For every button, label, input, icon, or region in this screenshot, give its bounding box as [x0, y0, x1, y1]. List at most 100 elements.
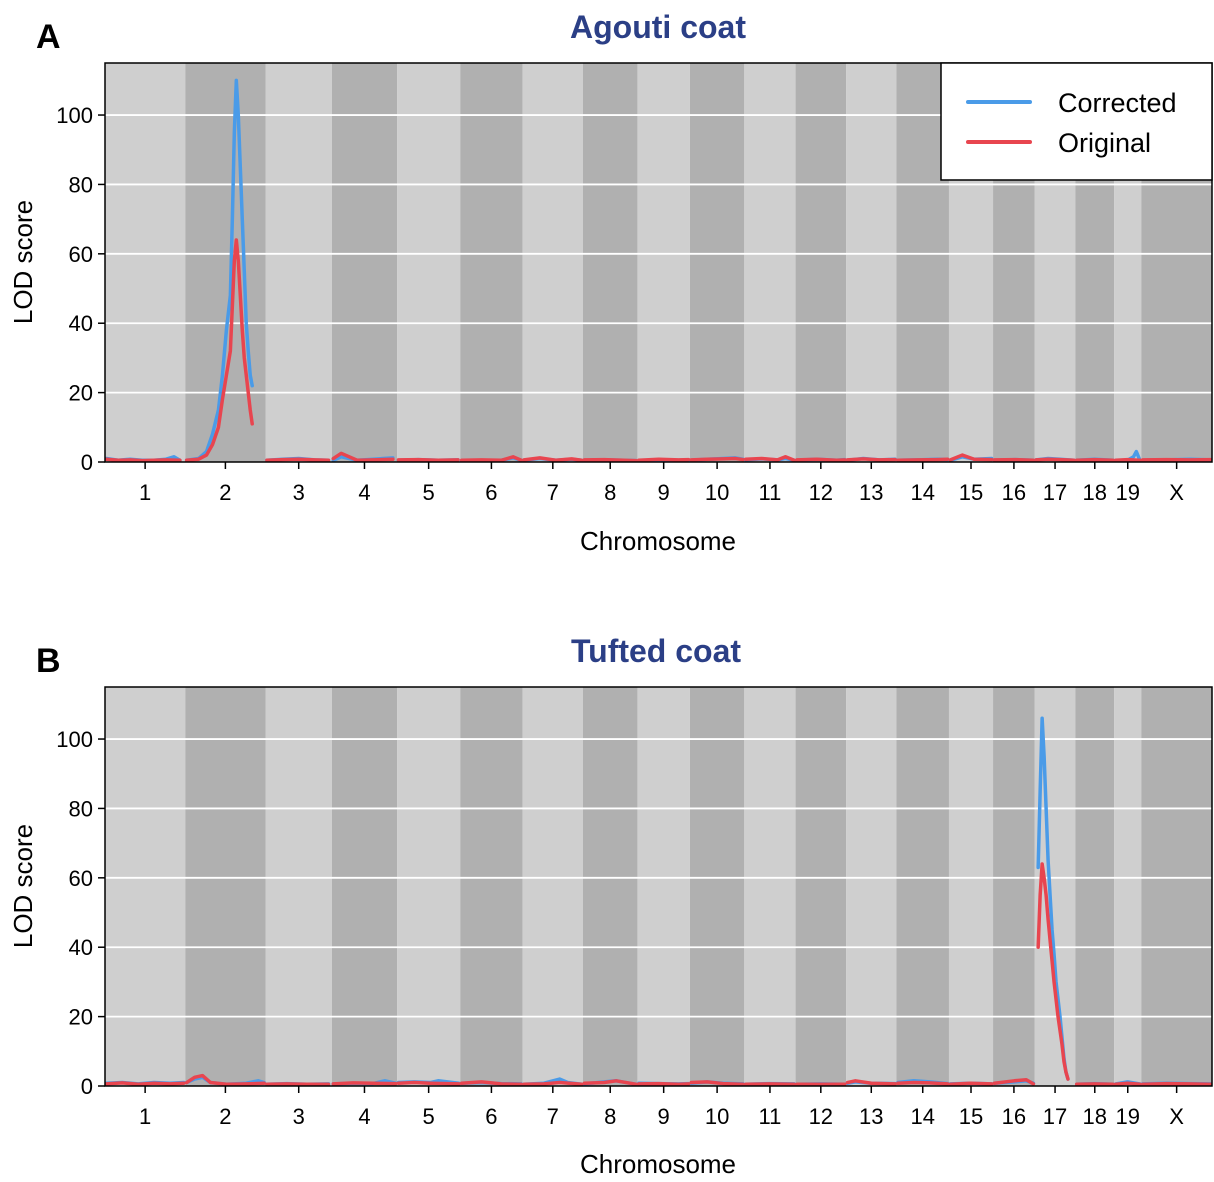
- chromosome-band-2: [185, 687, 266, 1086]
- x-tick-label-X: X: [1169, 480, 1184, 505]
- y-tick-label-80: 80: [69, 172, 93, 197]
- legend-label-original: Original: [1058, 128, 1151, 158]
- x-tick-label-18: 18: [1083, 1104, 1107, 1129]
- chromosome-band-13: [846, 687, 897, 1086]
- series-line-original-chr6: [459, 455, 523, 463]
- x-tick-label-16: 16: [1002, 1104, 1026, 1129]
- chromosome-band-10: [689, 63, 745, 462]
- series-line-original-chr15: [948, 1081, 994, 1087]
- x-axis-ticks: 1 2 3 4 5 6 7 8 9 10 11 12 13 14 15 16 17 18 19 X: [139, 1086, 1184, 1129]
- chromosome-band-11: [744, 63, 796, 462]
- x-tick-label-6: 6: [485, 480, 497, 505]
- chromosome-band-8: [583, 687, 638, 1086]
- series-line-original-chr13: [845, 457, 897, 462]
- x-tick-label-12: 12: [809, 1104, 833, 1129]
- plot-frame: [104, 686, 1213, 1087]
- series-line-original-chr13: [845, 1079, 897, 1086]
- chromosome-band-1: [105, 687, 186, 1086]
- series-line-original-chr12: [795, 457, 847, 463]
- chromosome-band-X: [1141, 687, 1212, 1086]
- x-tick-label-13: 13: [859, 1104, 883, 1129]
- chromosome-band-1: [105, 63, 186, 462]
- chromosome-band-14: [896, 63, 949, 462]
- x-tick-label-6: 6: [485, 1104, 497, 1129]
- x-tick-label-1: 1: [139, 1104, 151, 1129]
- series-line-original-chr7: [522, 456, 584, 463]
- chromosome-band-18: [1075, 687, 1115, 1086]
- y-tick-label-20: 20: [69, 381, 93, 406]
- x-tick-label-11: 11: [759, 1104, 782, 1129]
- x-tick-label-14: 14: [910, 1104, 934, 1129]
- legend-box: [940, 62, 1213, 181]
- series-line-original-chr1: [104, 1081, 186, 1087]
- series-line-corrected-chr2: [184, 78, 254, 463]
- series-line-original-chr4: [331, 1081, 398, 1086]
- x-axis-label: Chromosome: [580, 1149, 736, 1179]
- chart-title: Tufted coat: [571, 633, 741, 669]
- series-line-original-chr5: [396, 1080, 461, 1086]
- y-tick-label-100: 100: [56, 727, 93, 752]
- gridlines: [105, 738, 1212, 1018]
- chromosome-band-10: [689, 687, 745, 1086]
- panel-label: A: [36, 18, 61, 56]
- x-tick-label-18: 18: [1083, 480, 1107, 505]
- series-line-original-chr6: [459, 1080, 523, 1087]
- plot-frame: [104, 62, 1213, 463]
- chromosome-band-19: [1114, 687, 1142, 1086]
- chromosome-bands: [105, 687, 1212, 1086]
- series-line-original-chr17: [1034, 457, 1076, 463]
- series-line-original-chr3: [265, 457, 331, 463]
- series-line-original-chr10: [689, 1080, 745, 1087]
- y-tick-label-60: 60: [69, 866, 93, 891]
- x-tick-label-8: 8: [604, 480, 616, 505]
- x-tick-label-9: 9: [658, 480, 670, 505]
- y-tick-label-0: 0: [81, 1074, 93, 1099]
- series-line-original-chr2: [184, 238, 254, 463]
- chromosome-band-12: [795, 687, 847, 1086]
- x-tick-label-13: 13: [859, 480, 883, 505]
- chart-title: Agouti coat: [570, 9, 746, 45]
- series-line-original-chrX: [1140, 1081, 1213, 1087]
- series-line-original-chr14: [896, 1080, 950, 1086]
- chromosome-band-15: [948, 687, 994, 1086]
- x-tick-label-9: 9: [658, 1104, 670, 1129]
- y-tick-label-100: 100: [56, 103, 93, 128]
- x-tick-label-10: 10: [705, 480, 729, 505]
- chromosome-band-13: [846, 63, 897, 462]
- y-tick-label-40: 40: [69, 311, 93, 336]
- chromosome-band-6: [460, 687, 523, 1086]
- chromosome-band-9: [637, 63, 690, 462]
- series-line-original-chr17: [1036, 862, 1070, 1081]
- series-line-original-chr10: [689, 456, 745, 462]
- chromosome-band-2: [185, 63, 266, 462]
- series-line-original-chr16: [992, 1078, 1036, 1086]
- series-line-original-chr14: [896, 457, 950, 463]
- series-line-original-chr8: [582, 1079, 638, 1087]
- chromosome-band-14: [896, 687, 949, 1086]
- x-tick-label-8: 8: [604, 1104, 616, 1129]
- series-line-original-chr15: [948, 453, 994, 462]
- series-line-original-chr2: [184, 1073, 266, 1087]
- x-tick-label-1: 1: [139, 480, 151, 505]
- chromosome-band-12: [795, 63, 847, 462]
- series-original: [104, 238, 1213, 463]
- y-axis-ticks: 0 20 40 60 80 100: [56, 727, 105, 1099]
- x-tick-label-16: 16: [1002, 480, 1026, 505]
- series-line-original-chr4: [331, 451, 395, 463]
- x-tick-label-17: 17: [1043, 1104, 1067, 1129]
- x-tick-label-7: 7: [547, 1104, 559, 1129]
- series-line-original-chr9: [637, 457, 691, 463]
- chromosome-band-4: [331, 63, 398, 462]
- x-tick-label-X: X: [1169, 1104, 1184, 1129]
- y-axis-label: LOD score: [8, 824, 38, 948]
- x-tick-label-7: 7: [547, 480, 559, 505]
- x-tick-label-12: 12: [809, 480, 833, 505]
- x-tick-label-15: 15: [959, 1104, 983, 1129]
- series-line-original-chr16: [992, 457, 1036, 463]
- y-tick-label-40: 40: [69, 935, 93, 960]
- chromosome-band-16: [993, 687, 1035, 1086]
- chromosome-band-9: [637, 687, 690, 1086]
- chromosome-bands: [105, 63, 1212, 462]
- chromosome-band-7: [522, 687, 584, 1086]
